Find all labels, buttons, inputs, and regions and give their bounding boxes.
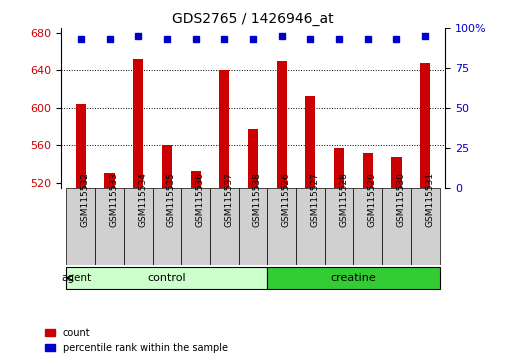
Bar xyxy=(104,173,114,188)
FancyBboxPatch shape xyxy=(267,188,295,266)
Bar xyxy=(162,144,172,188)
Bar xyxy=(276,61,286,188)
Bar xyxy=(190,171,200,188)
Bar xyxy=(362,153,372,188)
Text: GSM115528: GSM115528 xyxy=(338,172,347,227)
FancyBboxPatch shape xyxy=(152,188,181,266)
FancyBboxPatch shape xyxy=(66,188,95,266)
Text: GSM115534: GSM115534 xyxy=(138,172,147,227)
Text: GSM115536: GSM115536 xyxy=(195,172,204,227)
Bar xyxy=(305,96,315,188)
FancyBboxPatch shape xyxy=(353,188,381,266)
Bar xyxy=(333,148,343,188)
Title: GDS2765 / 1426946_at: GDS2765 / 1426946_at xyxy=(172,12,333,26)
FancyBboxPatch shape xyxy=(95,188,124,266)
FancyBboxPatch shape xyxy=(381,188,410,266)
Bar xyxy=(219,69,229,188)
Text: control: control xyxy=(147,273,186,283)
Text: GSM115527: GSM115527 xyxy=(310,172,319,227)
FancyBboxPatch shape xyxy=(410,188,439,266)
FancyBboxPatch shape xyxy=(238,188,267,266)
Text: agent: agent xyxy=(61,273,91,283)
Text: GSM115531: GSM115531 xyxy=(424,172,433,227)
Text: GSM115526: GSM115526 xyxy=(281,172,290,227)
Bar xyxy=(419,63,429,188)
FancyBboxPatch shape xyxy=(124,188,152,266)
Text: GSM115533: GSM115533 xyxy=(109,172,118,227)
Bar xyxy=(247,129,258,188)
Legend: count, percentile rank within the sample: count, percentile rank within the sample xyxy=(45,328,227,353)
Text: GSM115538: GSM115538 xyxy=(252,172,262,227)
Text: GSM115529: GSM115529 xyxy=(367,172,376,227)
Text: creatine: creatine xyxy=(330,273,376,283)
FancyBboxPatch shape xyxy=(181,188,210,266)
Text: GSM115535: GSM115535 xyxy=(167,172,176,227)
FancyBboxPatch shape xyxy=(210,188,238,266)
Text: GSM115532: GSM115532 xyxy=(81,172,89,227)
FancyBboxPatch shape xyxy=(324,188,353,266)
Text: GSM115537: GSM115537 xyxy=(224,172,233,227)
Bar xyxy=(76,104,86,188)
Bar xyxy=(133,59,143,188)
FancyBboxPatch shape xyxy=(66,267,267,289)
FancyBboxPatch shape xyxy=(267,267,439,289)
Bar xyxy=(391,157,401,188)
FancyBboxPatch shape xyxy=(295,188,324,266)
Text: GSM115530: GSM115530 xyxy=(396,172,405,227)
